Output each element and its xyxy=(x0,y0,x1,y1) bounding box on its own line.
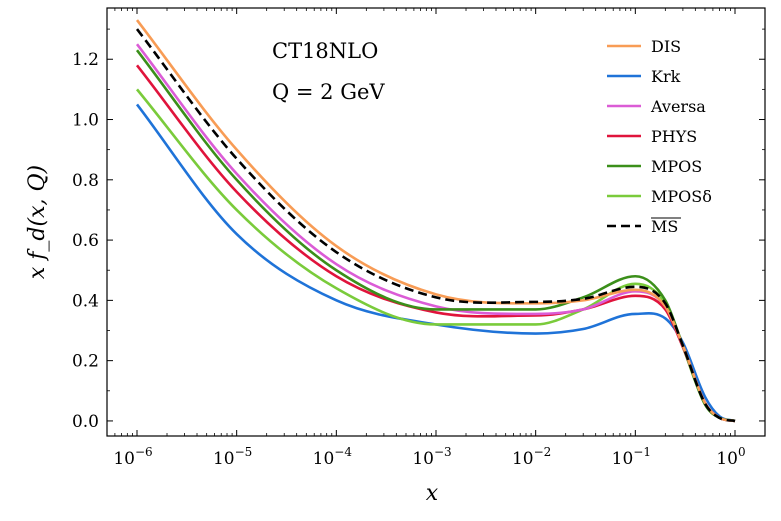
x-tick-label: 10−2 xyxy=(512,445,551,469)
x-tick-label: 10−4 xyxy=(313,445,353,469)
series-line-mpos xyxy=(135,49,736,423)
series-line-phys xyxy=(135,64,736,423)
legend: DIS Krk Aversa PHYS MPOS MPOSδ MS xyxy=(607,37,712,236)
y-tick-label: 0.2 xyxy=(72,352,99,372)
y-tick-label: 0.4 xyxy=(72,291,99,311)
legend-label: MS xyxy=(651,217,678,236)
annotation-pdf-set: CT18NLO xyxy=(272,39,378,63)
x-tick-label: 10−5 xyxy=(213,445,252,469)
y-tick-label: 1.2 xyxy=(72,50,99,70)
x-axis-label: x xyxy=(426,481,439,506)
series-layer xyxy=(135,19,736,423)
annotation-scale: Q = 2 GeV xyxy=(272,80,385,104)
y-tick-label: 0.0 xyxy=(72,412,99,432)
legend-label: Aversa xyxy=(650,97,706,116)
legend-label: MPOS xyxy=(651,157,702,176)
series-line-aversa xyxy=(135,43,736,423)
legend-label: MPOSδ xyxy=(651,187,712,206)
x-tick-label: 10−1 xyxy=(612,445,651,469)
y-tick-label: 1.0 xyxy=(72,111,99,131)
series-line-krk xyxy=(135,103,736,423)
y-tick-label: 0.8 xyxy=(72,171,99,191)
y-tick-label: 0.6 xyxy=(72,231,99,251)
series-line-ms-bar xyxy=(135,28,736,423)
x-tick-label: 10−6 xyxy=(113,445,152,469)
x-tick-label: 100 xyxy=(716,445,745,469)
legend-label: PHYS xyxy=(651,127,697,146)
axis-ticks: 0.0 0.2 0.4 0.6 0.8 1.0 1.2 10−6 10−5 10−4 10−3 10−… xyxy=(72,8,766,469)
x-tick-label: 10−3 xyxy=(412,445,451,469)
legend-label: Krk xyxy=(651,67,681,86)
legend-label: DIS xyxy=(651,37,681,56)
series-line-dis xyxy=(135,19,736,423)
y-axis-label: x f_d(x, Q) xyxy=(25,165,50,279)
